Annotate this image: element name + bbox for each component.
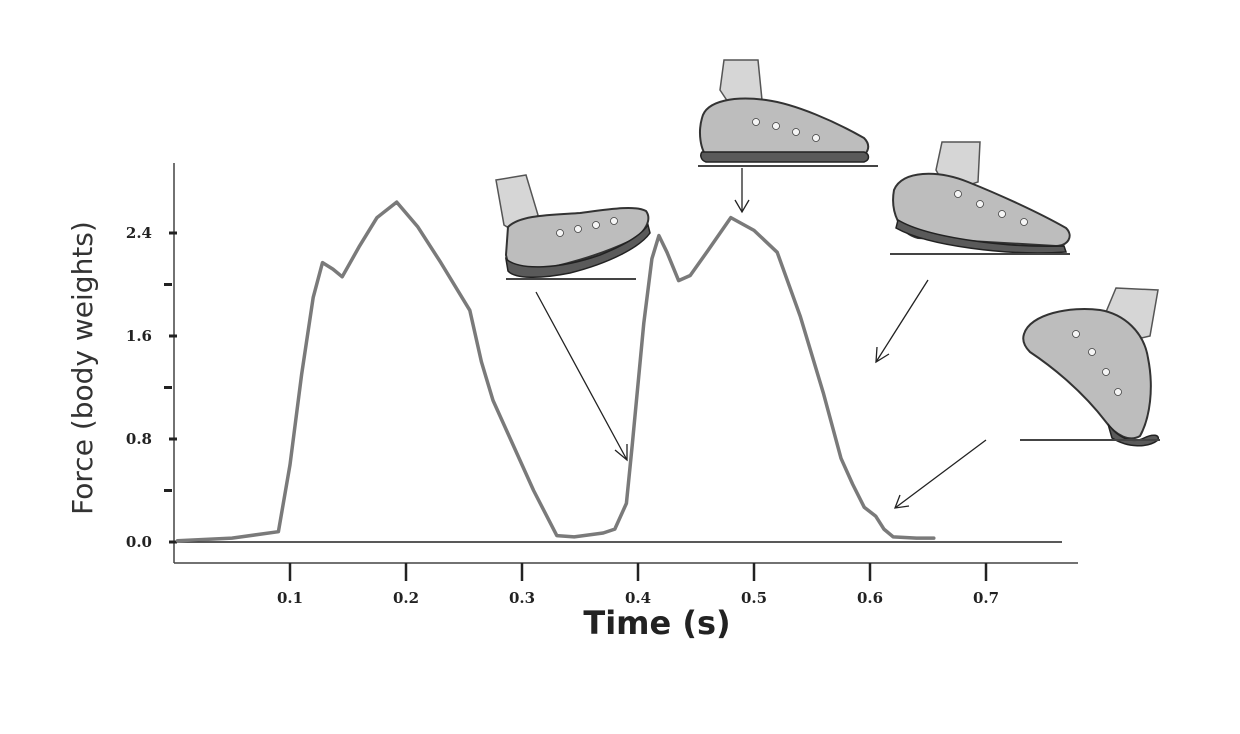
shoe-heel-strike-icon	[496, 175, 650, 279]
heel-off-arrow	[876, 280, 928, 362]
x-tick-label: 0.3	[509, 589, 535, 607]
x-tick-label: 0.2	[393, 589, 419, 607]
y-ticks: 0.0 0.8 1.6 2.4	[126, 224, 177, 551]
y-tick-label: 0.8	[126, 430, 152, 448]
y-axis-label: Force (body weights)	[66, 221, 99, 515]
y-tick-label: 0.0	[126, 533, 152, 551]
heel-strike-arrow	[536, 292, 627, 460]
x-tick-label: 0.6	[857, 589, 883, 607]
x-tick-label: 0.5	[741, 589, 767, 607]
y-tick-label: 1.6	[126, 327, 152, 345]
x-tick-label: 0.1	[277, 589, 303, 607]
shoe-heel-off-icon	[890, 142, 1070, 254]
x-tick-label: 0.7	[973, 589, 999, 607]
x-axis-label: Time (s)	[583, 604, 730, 642]
toe-off-arrow	[895, 440, 986, 508]
x-ticks: 0.10.20.30.40.50.60.7	[277, 563, 999, 607]
shoe-midstance-icon	[698, 60, 878, 166]
y-tick-label: 2.4	[126, 224, 152, 242]
shoe-toe-off-icon	[1020, 288, 1160, 446]
